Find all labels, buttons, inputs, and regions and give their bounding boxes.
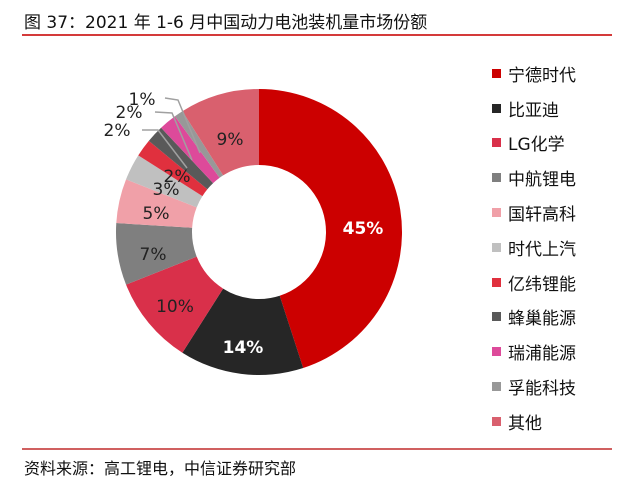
title-divider (22, 34, 612, 36)
data-label: 10% (156, 297, 194, 317)
chart-title: 图 37：2021 年 1-6 月中国动力电池装机量市场份额 (24, 13, 428, 33)
legend-swatch (492, 382, 501, 392)
legend-label: 其他 (508, 413, 542, 434)
legend-swatch (492, 103, 501, 113)
legend-label: 亿纬锂能 (508, 274, 576, 295)
legend-label: 比亚迪 (508, 100, 559, 121)
leader-line (142, 129, 188, 169)
legend-item: 宁德时代 (492, 56, 576, 91)
data-label: 2% (104, 121, 131, 141)
legend-swatch (492, 208, 501, 218)
legend-swatch (492, 312, 501, 322)
slice-6 (126, 155, 203, 208)
legend-item: 中航锂电 (492, 160, 576, 195)
legend-item: LG化学 (492, 126, 576, 161)
slice-8 (148, 127, 214, 190)
legend: 宁德时代比亚迪 LG化学中航锂电国轩高科时代上汽亿纬锂能蜂巢能源瑞浦能源孚能科技其… (492, 56, 576, 439)
legend-label: 宁德时代 (508, 65, 576, 86)
slice-5 (116, 179, 197, 228)
legend-item: 亿纬锂能 (492, 265, 576, 300)
data-label: 5% (143, 204, 170, 224)
slice-10 (174, 111, 224, 178)
legend-item: 国轩高科 (492, 195, 576, 230)
slice-4 (115, 223, 197, 285)
legend-swatch (492, 242, 501, 252)
legend-label: 蜂巢能源 (508, 309, 576, 330)
legend-label: 中航锂电 (508, 170, 576, 191)
legend-label: 国轩高科 (508, 205, 576, 226)
data-label: 9% (217, 130, 244, 150)
data-label: 2% (116, 103, 143, 123)
footer-divider (22, 448, 612, 450)
legend-item: 瑞浦能源 (492, 334, 576, 369)
data-label: 1% (129, 90, 156, 110)
legend-item: 孚能科技 (492, 369, 576, 404)
legend-swatch (492, 68, 501, 78)
data-label: 2% (164, 167, 191, 187)
legend-swatch (492, 138, 501, 148)
data-label: 14% (223, 338, 264, 358)
slice-7 (138, 140, 208, 197)
legend-item: 其他 (492, 404, 576, 439)
legend-label: 孚能科技 (508, 379, 576, 400)
legend-label: 时代上汽 (508, 239, 576, 260)
data-label: 7% (140, 245, 167, 265)
source-note: 资料来源：高工锂电，中信证券研究部 (24, 459, 297, 478)
data-label: 3% (153, 180, 180, 200)
slice-9 (161, 116, 220, 184)
legend-item: 蜂巢能源 (492, 300, 576, 335)
slice-1 (259, 89, 402, 369)
leader-line (164, 97, 201, 154)
legend-label: 瑞浦能源 (508, 344, 576, 365)
legend-swatch (492, 347, 501, 357)
leader-line (154, 111, 193, 161)
legend-label: LG化学 (508, 135, 565, 156)
slice-11 (182, 89, 259, 176)
legend-item: 比亚迪 (492, 91, 576, 126)
legend-swatch (492, 416, 501, 426)
slice-2 (182, 288, 304, 375)
slice-3 (126, 256, 224, 353)
legend-item: 时代上汽 (492, 230, 576, 265)
data-label: 45% (343, 219, 384, 239)
legend-swatch (492, 173, 501, 183)
legend-swatch (492, 277, 501, 287)
